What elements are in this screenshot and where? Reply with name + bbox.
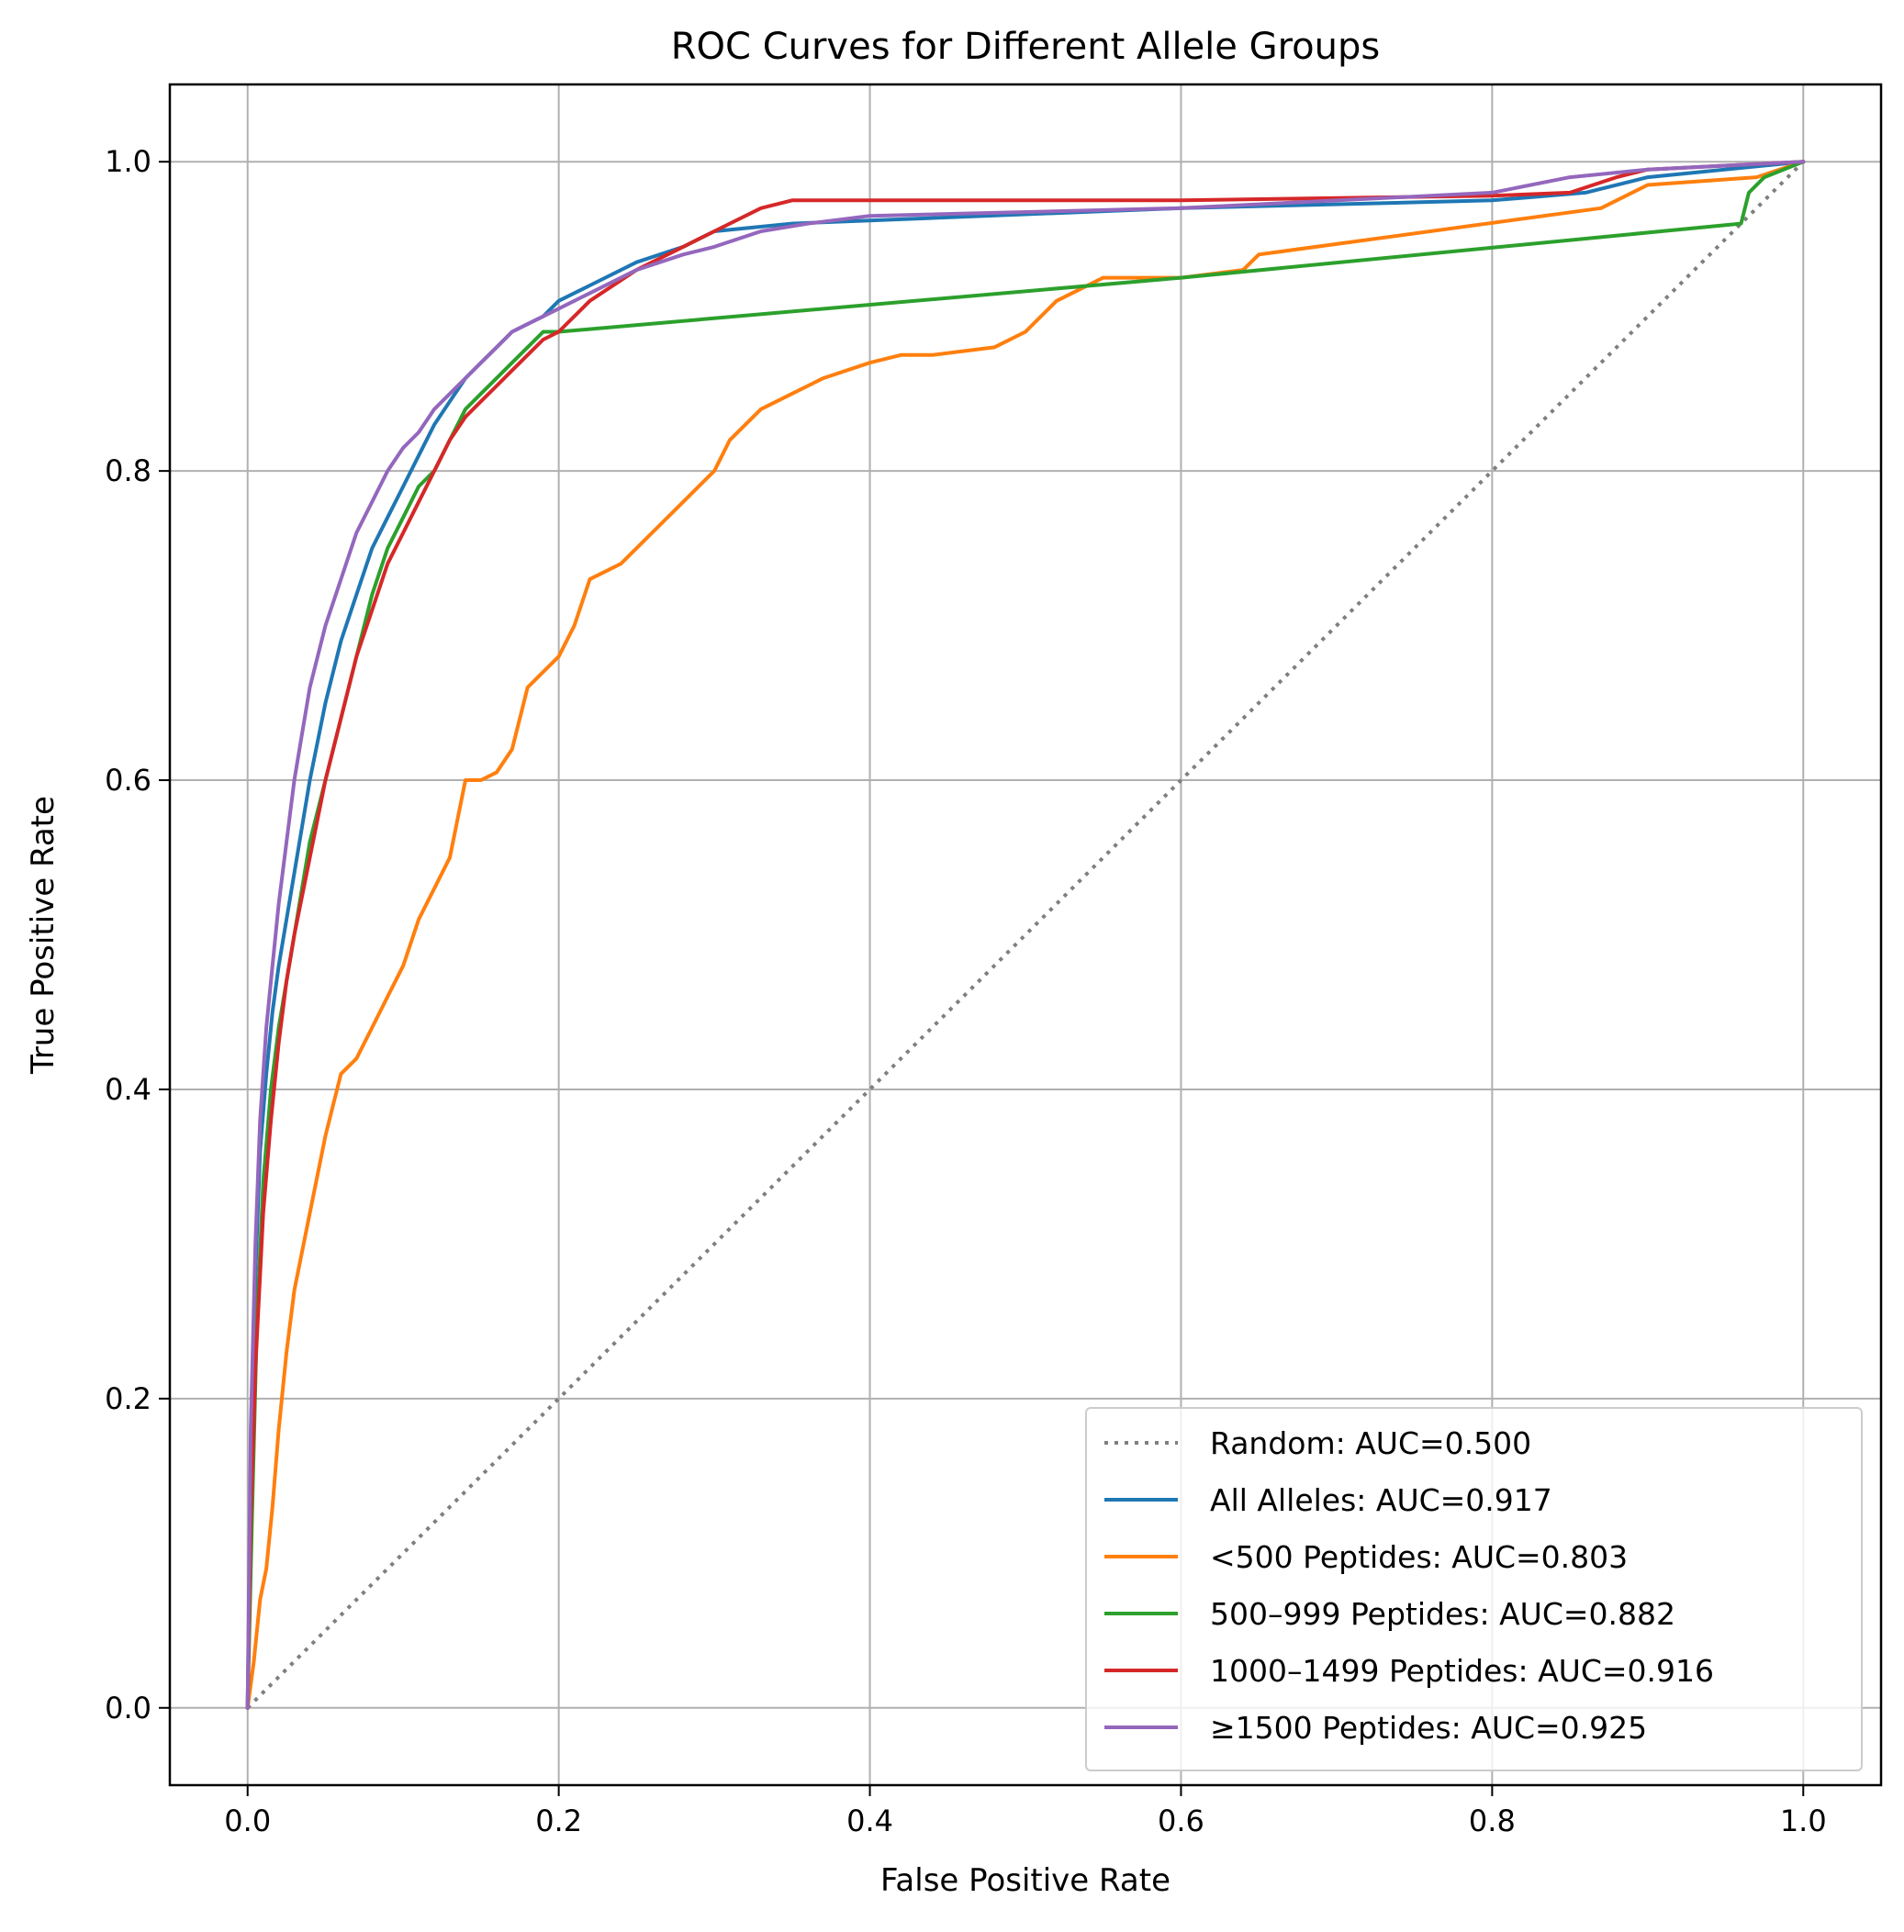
series-line-4 xyxy=(245,160,1806,1710)
series-line-0 xyxy=(246,160,1805,1710)
legend-label-1: All Alleles: AUC=0.917 xyxy=(1210,1482,1552,1518)
x-tick-label: 0.2 xyxy=(535,1804,582,1838)
legend-label-4: 1000–1499 Peptides: AUC=0.916 xyxy=(1210,1653,1714,1689)
chart-title: ROC Curves for Different Allele Groups xyxy=(671,26,1380,68)
y-axis-label: True Positive Rate xyxy=(25,796,62,1075)
legend-box xyxy=(1085,1407,1863,1771)
y-tick-label: 0.2 xyxy=(105,1381,151,1416)
legend: Random: AUC=0.500 All Alleles: AUC=0.917 <… xyxy=(1085,1407,1863,1771)
series-lines xyxy=(245,160,1806,1710)
series-line-1 xyxy=(245,160,1806,1710)
x-axis-label: False Positive Rate xyxy=(880,1862,1170,1899)
legend-label-5: ≥1500 Peptides: AUC=0.925 xyxy=(1210,1710,1647,1746)
x-tick-label: 0.8 xyxy=(1469,1804,1516,1838)
legend-label-3: 500–999 Peptides: AUC=0.882 xyxy=(1210,1596,1675,1632)
axis-ticks: 0.0 0.2 0.4 0.6 0.8 1.0 0.0 0.2 0.4 0.6 0.8 1.0 xyxy=(105,144,1827,1838)
series-line-5 xyxy=(245,160,1806,1710)
legend-label-2: <500 Peptides: AUC=0.803 xyxy=(1210,1539,1628,1575)
grid-lines xyxy=(170,84,1881,1785)
y-tick-label: 0.6 xyxy=(105,763,151,798)
y-tick-label: 1.0 xyxy=(105,144,151,179)
x-tick-label: 1.0 xyxy=(1780,1804,1827,1838)
x-tick-label: 0.6 xyxy=(1158,1804,1204,1838)
x-tick-label: 0.0 xyxy=(224,1804,271,1838)
plot-frame xyxy=(168,83,1883,1787)
y-tick-label: 0.4 xyxy=(105,1072,151,1107)
y-tick-label: 0.8 xyxy=(105,453,151,488)
legend-label-0: Random: AUC=0.500 xyxy=(1210,1425,1531,1461)
x-tick-label: 0.4 xyxy=(846,1804,893,1838)
y-tick-label: 0.0 xyxy=(105,1691,151,1725)
